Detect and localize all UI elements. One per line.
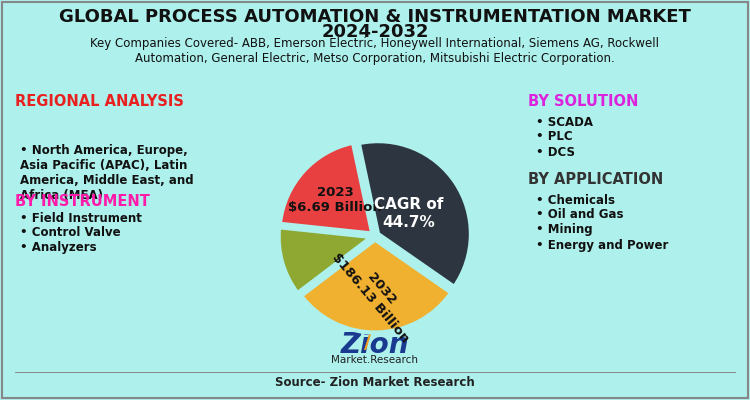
Text: • Energy and Power: • Energy and Power [536,238,668,252]
Text: Key Companies Covered- ABB, Emerson Electric, Honeywell International, Siemens A: Key Companies Covered- ABB, Emerson Elec… [91,37,659,65]
Text: REGIONAL ANALYSIS: REGIONAL ANALYSIS [15,94,184,110]
Text: Market.Research: Market.Research [332,355,419,365]
Text: • Analyzers: • Analyzers [20,242,97,254]
Text: GLOBAL PROCESS AUTOMATION & INSTRUMENTATION MARKET: GLOBAL PROCESS AUTOMATION & INSTRUMENTAT… [59,8,691,26]
Text: BY INSTRUMENT: BY INSTRUMENT [15,194,150,210]
Text: • DCS: • DCS [536,146,575,158]
Text: • SCADA: • SCADA [536,116,593,128]
Text: BY SOLUTION: BY SOLUTION [528,94,638,110]
Text: • Field Instrument: • Field Instrument [20,212,142,224]
Wedge shape [280,143,372,234]
Text: CAGR of
44.7%: CAGR of 44.7% [374,197,444,230]
Wedge shape [278,227,371,293]
Text: • Mining: • Mining [536,224,592,236]
Text: BY APPLICATION: BY APPLICATION [528,172,663,188]
Text: Source- Zion Market Research: Source- Zion Market Research [275,376,475,388]
Text: 2023
$6.69 Billion: 2023 $6.69 Billion [288,186,382,214]
Text: • Oil and Gas: • Oil and Gas [536,208,623,222]
Text: 2024-2032: 2024-2032 [321,23,429,41]
Wedge shape [302,240,452,332]
Text: Zion: Zion [340,331,410,359]
Text: 2032
$186.13 Billion: 2032 $186.13 Billion [329,242,423,346]
Text: • Chemicals: • Chemicals [536,194,615,206]
Text: /: / [364,334,371,352]
Wedge shape [358,141,471,287]
Text: • PLC: • PLC [536,130,573,144]
Text: • Control Valve: • Control Valve [20,226,121,240]
Text: • North America, Europe,
Asia Pacific (APAC), Latin
America, Middle East, and
Af: • North America, Europe, Asia Pacific (A… [20,144,194,202]
